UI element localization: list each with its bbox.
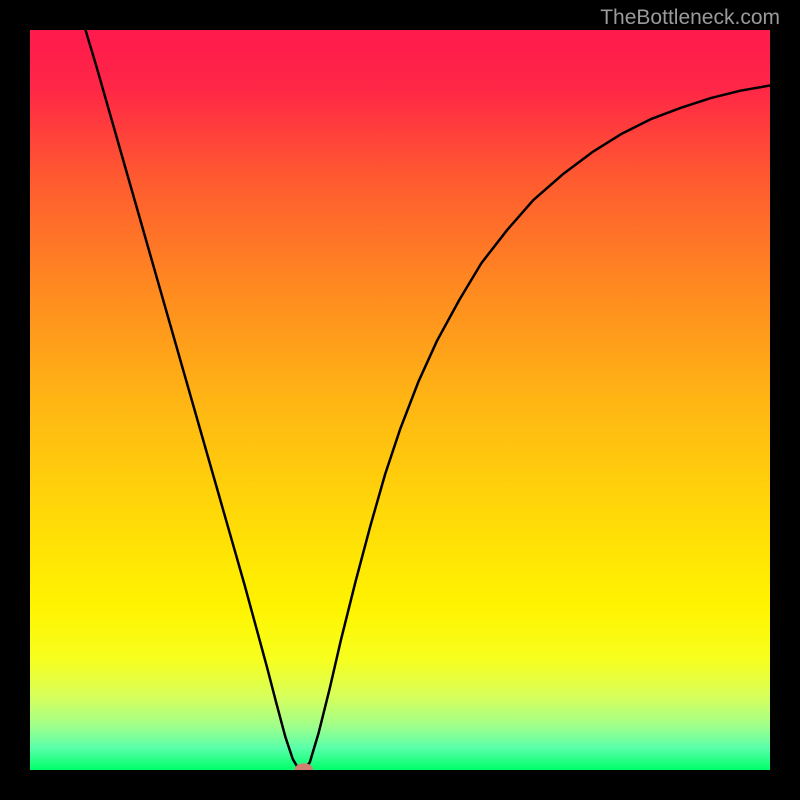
bottleneck-chart xyxy=(30,30,770,770)
watermark-text: TheBottleneck.com xyxy=(600,6,780,30)
plot-background xyxy=(30,30,770,770)
